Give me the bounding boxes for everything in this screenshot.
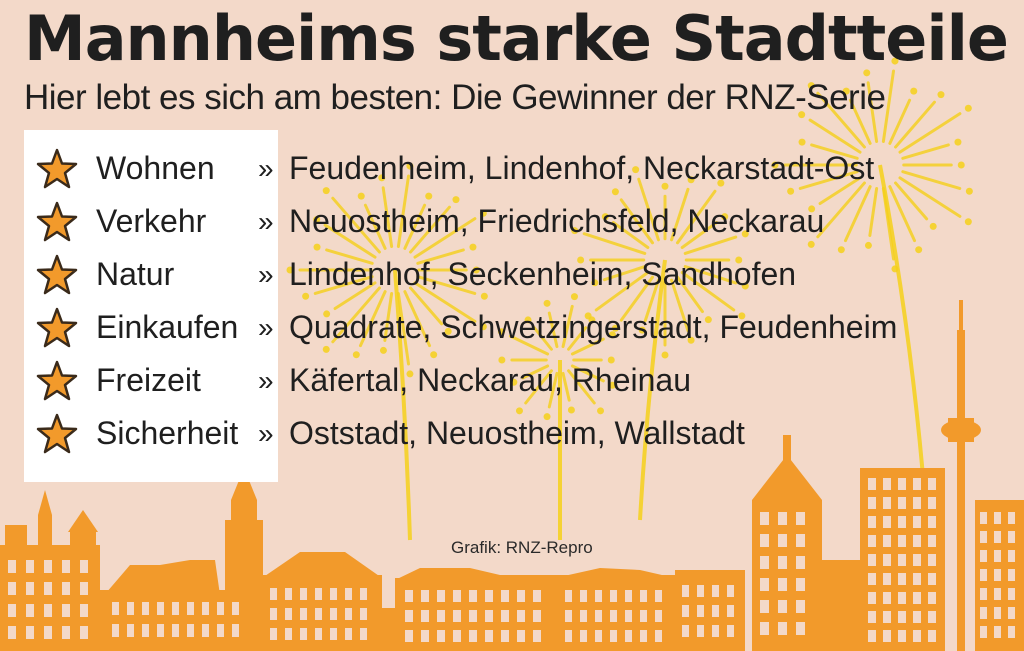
page-subtitle: Hier lebt es sich am besten: Die Gewinne…	[24, 78, 886, 117]
list-item: Freizeit » Käfertal, Neckarau, Rheinau	[36, 357, 996, 410]
fireworks	[286, 57, 973, 541]
graphic-credit: Grafik: RNZ-Repro	[451, 538, 593, 557]
winners-text: Käfertal, Neckarau, Rheinau	[289, 362, 691, 398]
winners-text: Neuostheim, Friedrichsfeld, Neckarau	[289, 203, 825, 239]
category-label: Verkehr	[96, 203, 207, 239]
star-icon	[36, 148, 78, 189]
firework-left	[286, 162, 488, 541]
firework-center	[571, 166, 749, 521]
star-icon	[36, 307, 78, 348]
star-icon	[36, 254, 78, 295]
list-item: Verkehr » Neuostheim, Friedrichsfeld, Ne…	[36, 198, 996, 251]
category-panel	[24, 130, 278, 482]
list-item: Sicherheit » Oststadt, Neuostheim, Walls…	[36, 410, 996, 463]
winners-list: Wohnen » Feudenheim, Lindenhof, Neckarst…	[36, 145, 996, 463]
page-title: Mannheims starke Stadtteile	[24, 2, 1009, 75]
separator: »	[258, 418, 274, 449]
star-icon	[36, 201, 78, 242]
star-icon	[36, 360, 78, 401]
separator: »	[258, 312, 274, 343]
category-label: Wohnen	[96, 150, 215, 186]
category-label: Natur	[96, 256, 175, 292]
winners-text: Lindenhof, Seckenheim, Sandhofen	[289, 256, 797, 292]
category-label: Einkaufen	[96, 309, 239, 345]
firework-small	[497, 293, 616, 540]
category-label: Sicherheit	[96, 415, 239, 451]
winners-text: Oststadt, Neuostheim, Wallstadt	[289, 415, 745, 451]
star-icon	[36, 413, 78, 454]
firework-right	[771, 57, 973, 501]
separator: »	[258, 259, 274, 290]
winners-text: Feudenheim, Lindenhof, Neckarstadt-Ost	[289, 150, 875, 186]
list-item: Einkaufen » Quadrate, Schwetzingerstadt,…	[36, 304, 996, 357]
list-item: Wohnen » Feudenheim, Lindenhof, Neckarst…	[36, 145, 996, 198]
category-label: Freizeit	[96, 362, 201, 398]
skyline-windows	[8, 478, 1015, 642]
separator: »	[258, 206, 274, 237]
list-item: Natur » Lindenhof, Seckenheim, Sandhofen	[36, 251, 996, 304]
separator: »	[258, 153, 274, 184]
separator: »	[258, 365, 274, 396]
winners-text: Quadrate, Schwetzingerstadt, Feudenheim	[289, 309, 898, 345]
